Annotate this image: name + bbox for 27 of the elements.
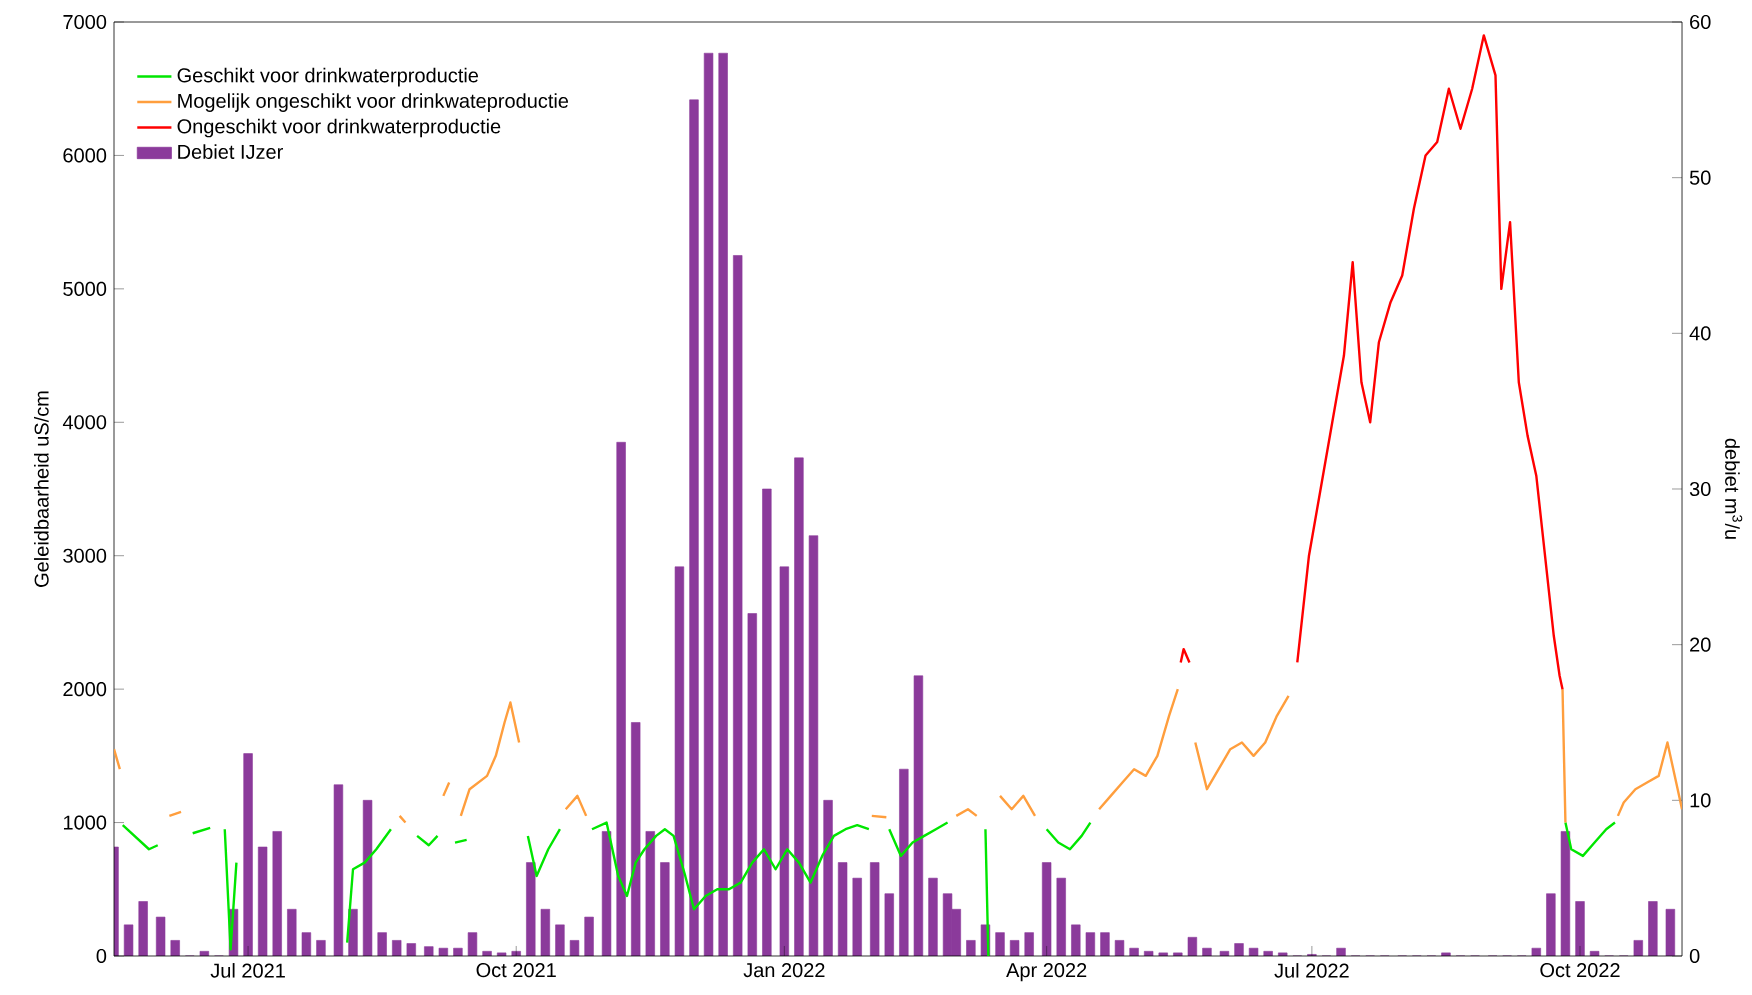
y2-tick-label: 50 bbox=[1689, 170, 1711, 185]
legend-label: Geschikt voor drinkwaterproductie bbox=[177, 67, 479, 87]
y-tick-label: 7000 bbox=[63, 14, 107, 30]
y2-tick-label: 60 bbox=[1690, 14, 1711, 30]
y2-tick-label: 20 bbox=[1690, 637, 1711, 652]
y-tick-label: 5000 bbox=[63, 281, 107, 296]
x-tick-label: Oct 2021 bbox=[476, 963, 556, 978]
y2-tick-label: 30 bbox=[1689, 481, 1711, 497]
y-tick-label: 6000 bbox=[63, 148, 107, 163]
y2-tick-label: 0 bbox=[1689, 948, 1700, 964]
y2-tick-label: 40 bbox=[1689, 326, 1711, 341]
y-axis-title: Geleidbaarheid uS/cm bbox=[34, 391, 49, 587]
legend-label: Ongeschikt voor drinkwaterproductie bbox=[177, 118, 501, 138]
y-tick-label: 0 bbox=[96, 948, 107, 964]
legend-label: Debiet IJzer bbox=[178, 144, 283, 159]
x-tick-label: Apr 2022 bbox=[1006, 963, 1087, 982]
x-tick-label: Jul 2022 bbox=[1274, 963, 1349, 978]
y-tick-label: 1000 bbox=[63, 815, 107, 830]
y-tick-label: 4000 bbox=[62, 415, 107, 430]
x-tick-label: Jul 2021 bbox=[210, 963, 285, 978]
y-tick-label: 2000 bbox=[63, 682, 107, 697]
legend-label: Mogelijk ongeschikt voor drinkwateproductie bbox=[178, 93, 569, 112]
y-tick-label: 3000 bbox=[63, 548, 107, 563]
y2-axis-title: debiet m$^{3}$/u bbox=[1725, 438, 1743, 539]
x-tick-label: Jan 2022 bbox=[743, 963, 825, 978]
y2-tick-label: 10 bbox=[1690, 793, 1711, 808]
x-tick-label: Oct 2022 bbox=[1540, 963, 1620, 978]
